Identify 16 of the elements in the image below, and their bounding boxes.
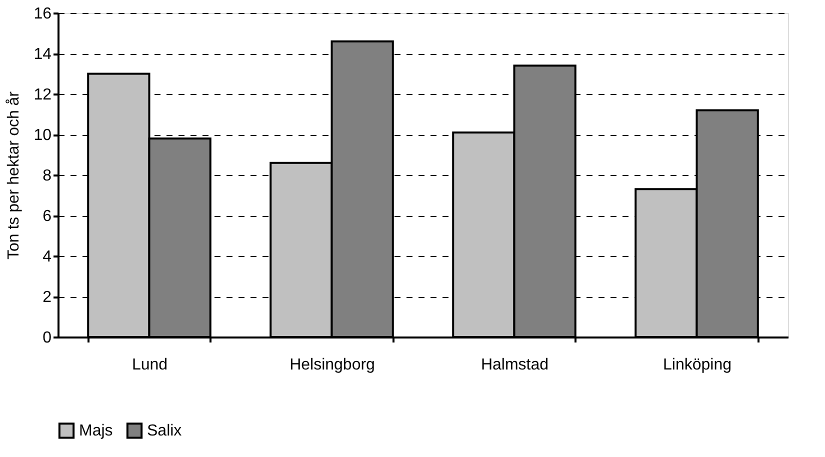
x-tick-label: Helsingborg (290, 356, 375, 374)
legend-label: Salix (147, 422, 182, 440)
y-tick-label: 0 (42, 330, 52, 346)
y-tick-label: 6 (42, 208, 52, 225)
y-tick-label: 12 (34, 86, 52, 104)
legend-label: Majs (79, 422, 113, 440)
y-tick-label: 14 (34, 46, 52, 63)
y-tick-label: 4 (42, 248, 52, 266)
y-tick-label: 8 (42, 168, 52, 184)
y-tick-label: 16 (34, 6, 52, 22)
x-tick-label: Halmstad (480, 356, 549, 374)
y-tick-label: 2 (42, 289, 52, 306)
y-tick-label: 10 (34, 127, 52, 144)
x-tick-label: Linköping (663, 356, 732, 374)
x-tick-label: Lund (132, 356, 168, 374)
y-axis-title: Ton ts per hektar och år (6, 90, 23, 260)
